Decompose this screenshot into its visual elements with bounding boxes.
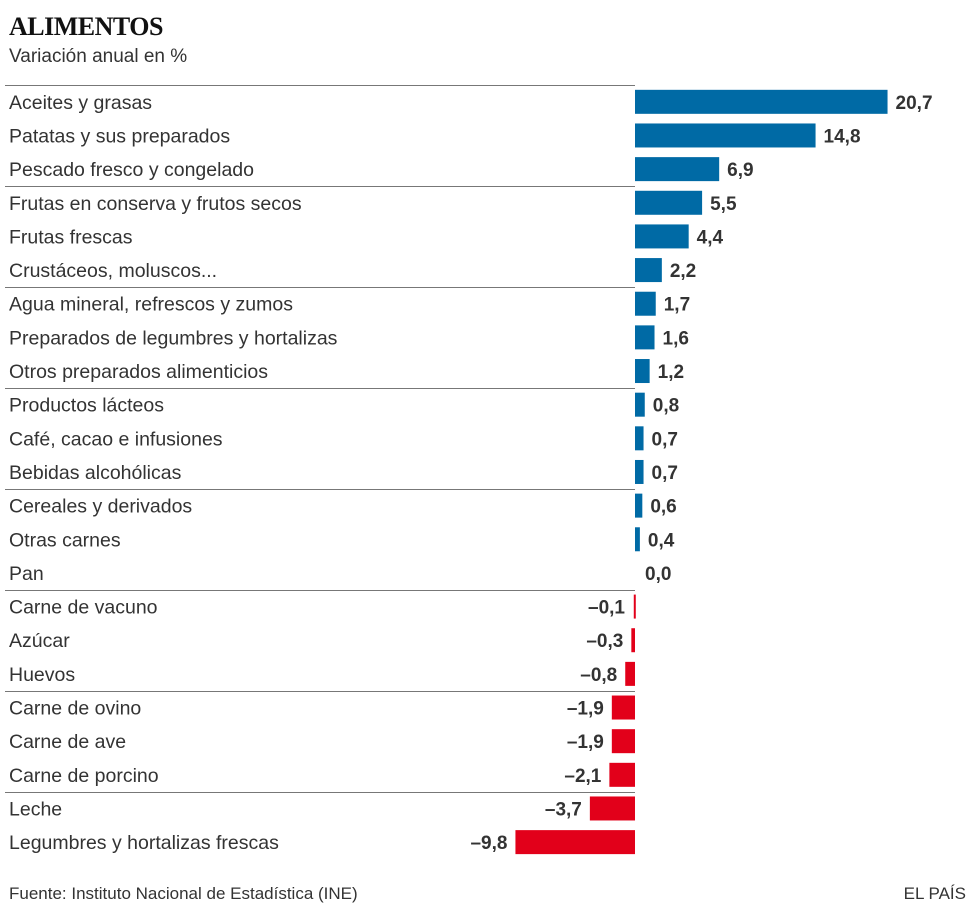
value-label: –9,8 [470,833,507,854]
category-label: Productos lácteos [9,395,164,417]
category-label: Patatas y sus preparados [9,125,230,147]
value-label: 0,4 [648,530,675,551]
category-label: Frutas en conserva y frutos secos [9,193,302,215]
bar [635,392,645,417]
category-label: Carne de vacuno [9,597,158,619]
bar [635,89,888,114]
value-label: 1,2 [658,362,684,383]
value-label: 1,6 [663,328,689,349]
value-label: –0,1 [588,598,625,619]
category-label: Pescado fresco y congelado [9,159,254,181]
category-label: Crustáceos, moluscos... [9,260,217,282]
value-label: –1,9 [567,699,604,720]
bar [635,493,643,518]
value-label: –1,9 [567,732,604,753]
category-label: Preparados de legumbres y hortalizas [9,327,338,349]
category-label: Otras carnes [9,529,121,551]
publisher-logo: EL PAÍS [903,884,966,903]
value-label: 14,8 [824,126,861,147]
bar [515,830,635,855]
category-label: Leche [9,798,62,820]
category-label: Frutas frescas [9,226,133,248]
chart-title: ALIMENTOS [9,12,163,41]
value-label: 4,4 [697,227,724,248]
category-label: Agua mineral, refrescos y zumos [9,294,293,316]
bar [635,325,655,350]
value-label: –0,8 [580,665,617,686]
value-label: –2,1 [564,766,601,787]
value-label: –3,7 [545,799,582,820]
value-label: 6,9 [727,160,753,181]
value-label: 0,7 [652,463,678,484]
bar [635,291,656,316]
category-label: Cereales y derivados [9,496,192,518]
bar [635,459,644,484]
category-label: Azúcar [9,630,70,652]
bar [635,258,662,283]
bar [635,123,816,148]
bar [589,796,635,821]
category-label: Carne de ovino [9,698,141,720]
category-label: Aceites y grasas [9,92,152,114]
bar [635,224,689,249]
category-label: Pan [9,563,44,585]
source-note: Fuente: Instituto Nacional de Estadístic… [9,884,358,903]
category-label: Otros preparados alimenticios [9,361,268,383]
value-label: 0,7 [652,429,678,450]
category-label: Legumbres y hortalizas frescas [9,832,279,854]
value-label: 1,7 [664,295,690,316]
bar [625,661,635,686]
bar [633,594,636,619]
value-label: 0,8 [653,396,679,417]
value-label: 0,6 [650,497,676,518]
bar [611,729,635,754]
bar [635,190,703,215]
category-label: Carne de ave [9,731,126,753]
value-label: 2,2 [670,261,696,282]
category-label: Huevos [9,664,75,686]
chart-subtitle: Variación anual en % [9,46,188,67]
bar [609,762,635,787]
value-label: –0,3 [586,631,623,652]
bar [631,628,635,653]
bar [635,157,720,182]
value-label: 5,5 [710,194,737,215]
bar [635,426,644,451]
value-label: 20,7 [896,93,933,114]
value-label: 0,0 [645,564,671,585]
category-label: Carne de porcino [9,765,159,787]
bar [611,695,635,720]
category-label: Café, cacao e infusiones [9,428,223,450]
category-label: Bebidas alcohólicas [9,462,182,484]
bar [635,527,640,552]
bar [635,359,650,384]
